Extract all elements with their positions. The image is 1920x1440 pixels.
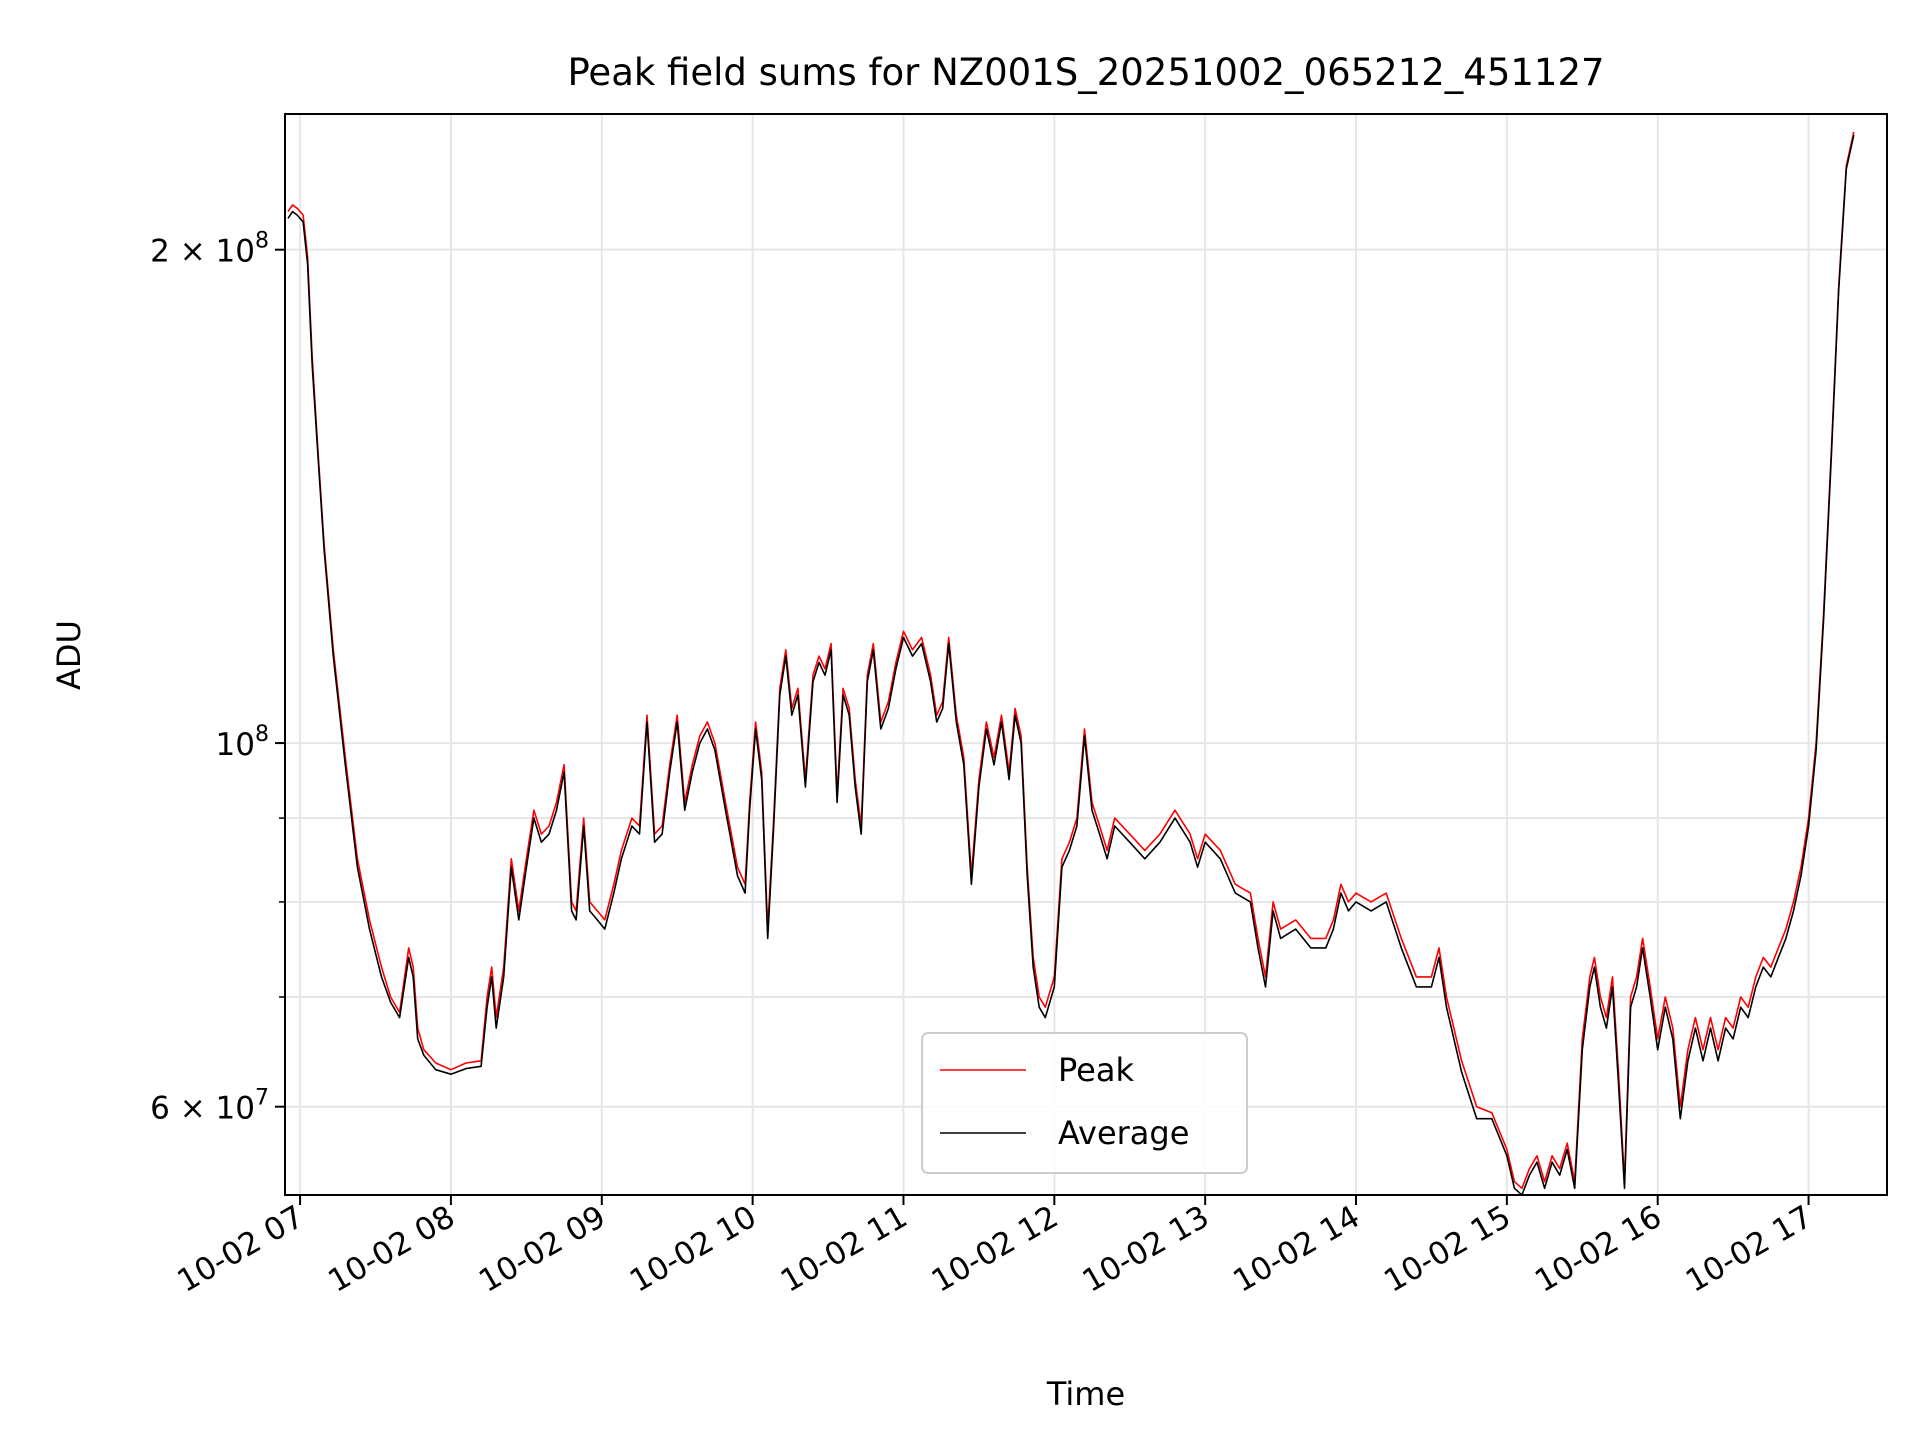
y-tick-mantissa: 6 × 10 [150,1091,255,1127]
series-line-average [287,134,1855,1195]
legend-label-peak: Peak [1058,1051,1134,1089]
y-axis-label: ADU [50,620,88,690]
y-tick-label: 2 × 108 [150,229,269,270]
y-tick-exponent: 8 [255,722,269,747]
y-tick-mantissa: 2 × 10 [150,234,255,270]
y-tick-label: 108 [216,722,269,763]
y-tick-exponent: 7 [255,1086,269,1111]
grid [285,114,1887,1195]
plot-frame [284,113,1888,1196]
chart-title: Peak field sums for NZ001S_20251002_0652… [567,51,1604,94]
legend: Peak Average [921,1032,1248,1174]
x-axis-label: Time [1046,1375,1125,1413]
y-tick-label: 6 × 107 [150,1086,269,1127]
legend-label-average: Average [1058,1114,1189,1152]
legend-box [921,1032,1248,1174]
series-group [287,131,1855,1195]
y-tick-exponent: 8 [255,229,269,254]
y-tick-mantissa: 10 [216,727,255,763]
